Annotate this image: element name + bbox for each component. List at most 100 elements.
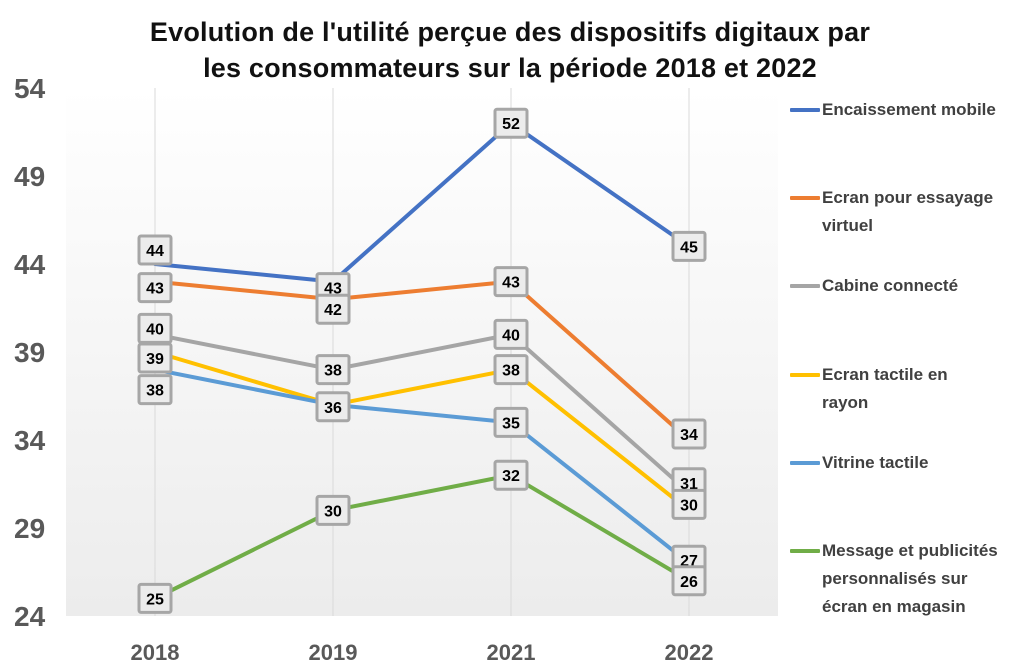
data-label-box <box>671 418 707 450</box>
y-tick-label: 24 <box>14 601 46 632</box>
y-tick-label: 49 <box>14 161 45 192</box>
legend-label-line: écran en magasin <box>822 597 966 616</box>
x-tick-label: 2021 <box>487 640 536 665</box>
data-label-text: 35 <box>502 415 520 432</box>
legend-label: Vitrine tactile <box>822 449 1022 477</box>
data-label-box <box>137 272 173 304</box>
data-label: 30 <box>671 488 707 520</box>
data-label-text: 44 <box>146 243 164 260</box>
data-label: 30 <box>315 494 351 526</box>
data-label: 45 <box>671 230 707 262</box>
data-label: 36 <box>315 391 351 423</box>
data-label-text: 39 <box>146 351 164 368</box>
legend-swatch <box>790 549 820 553</box>
legend-label-line: Ecran pour essayage <box>822 188 994 207</box>
data-label-text: 34 <box>680 427 698 444</box>
data-label-box <box>493 318 529 350</box>
data-label: 35 <box>493 406 529 438</box>
data-label: 43 <box>137 272 173 304</box>
legend-label: Message et publicités personnalisés sur éc… <box>822 537 1022 621</box>
data-label-box <box>493 107 529 139</box>
data-label-text: 43 <box>324 281 342 298</box>
series-lines <box>153 121 691 601</box>
data-label-text: 40 <box>146 321 164 338</box>
data-label: 40 <box>137 312 173 344</box>
data-label: 38 <box>493 354 529 386</box>
data-label-text: 40 <box>502 327 520 344</box>
data-label-text: 38 <box>502 363 520 380</box>
y-tick-label: 44 <box>14 249 46 280</box>
data-label-box <box>315 354 351 386</box>
chart-title-line-2: les consommateurs sur la période 2018 et… <box>203 53 817 83</box>
data-label-text: 43 <box>146 281 164 298</box>
legend-label: Ecran tactile en rayon <box>822 361 1022 417</box>
data-label-box <box>315 494 351 526</box>
legend-swatch <box>790 284 820 288</box>
legend-swatch <box>790 108 820 112</box>
data-label: 44 <box>137 234 173 266</box>
legend-label: Encaissement mobile <box>822 96 1022 124</box>
legend-swatch <box>790 461 820 465</box>
data-label-box <box>137 582 173 614</box>
axes: 2018 2019 2021 2022 54 49 44 39 34 29 24 <box>14 73 713 665</box>
data-label: 40 <box>493 318 529 350</box>
chart-title-line-1: Evolution de l'utilité perçue des dispos… <box>149 17 871 47</box>
data-label-text: 42 <box>324 302 342 319</box>
data-label-box <box>315 391 351 423</box>
data-label: 32 <box>493 459 529 491</box>
series-line <box>153 367 691 566</box>
legend-label-line: rayon <box>822 393 869 412</box>
data-label: 38 <box>137 374 173 406</box>
x-tick-label: 2019 <box>309 640 358 665</box>
legend-swatch <box>790 196 820 200</box>
legend-label-line: Encaissement mobile <box>822 100 996 119</box>
y-tick-label: 29 <box>14 513 45 544</box>
gridlines <box>154 88 690 616</box>
data-label-text: 30 <box>680 497 698 514</box>
legend-label-line: Cabine connecté <box>822 276 959 295</box>
data-label-text: 45 <box>680 239 698 256</box>
series-line <box>153 121 691 284</box>
data-label-box <box>137 374 173 406</box>
series-line <box>153 350 691 513</box>
data-label: 26 <box>671 565 707 597</box>
chart-title: Evolution de l'utilité perçue des dispos… <box>40 14 980 86</box>
legend-label-line: personnalisés sur <box>822 569 968 588</box>
legend-label-line: Ecran tactile en <box>822 365 948 384</box>
data-label-box <box>493 406 529 438</box>
data-label-box <box>137 234 173 266</box>
data-label: 52 <box>493 107 529 139</box>
data-label: 43 <box>493 266 529 298</box>
data-label-text: 31 <box>680 476 698 493</box>
data-label-text: 30 <box>324 503 342 520</box>
legend-swatch <box>790 373 820 377</box>
series-line <box>153 332 691 495</box>
legend-label-line: Message et publicités <box>822 541 998 560</box>
legend-label-line: virtuel <box>822 216 874 235</box>
line-chart: 2018 2019 2021 2022 54 49 44 39 34 29 24 44 43 52 45 4… <box>14 73 778 665</box>
legend: Encaissement mobile Ecran pour essayage vi… <box>790 0 1024 668</box>
y-tick-label: 54 <box>14 73 46 104</box>
data-label-text: 43 <box>502 275 520 292</box>
x-tick-label: 2018 <box>131 640 180 665</box>
data-label-text: 36 <box>324 400 342 417</box>
series-line <box>153 279 691 442</box>
data-label-text: 26 <box>680 574 698 591</box>
data-label-text: 32 <box>502 468 520 485</box>
data-label: 38 <box>315 354 351 386</box>
y-tick-label: 39 <box>14 337 45 368</box>
data-label: 25 <box>137 582 173 614</box>
data-label-text: 38 <box>324 363 342 380</box>
data-label-box <box>493 266 529 298</box>
data-label-box <box>671 230 707 262</box>
series-line <box>153 473 691 601</box>
legend-label-line: Vitrine tactile <box>822 453 929 472</box>
data-label-box <box>671 488 707 520</box>
data-labels: 4443524543424334403840313938303836352725… <box>137 107 707 614</box>
legend-label: Ecran pour essayage virtuel <box>822 184 1022 240</box>
data-label-box <box>671 565 707 597</box>
data-label-text: 25 <box>146 591 164 608</box>
data-label-text: 52 <box>502 116 520 133</box>
data-label: 34 <box>671 418 707 450</box>
data-label-box <box>137 342 173 374</box>
